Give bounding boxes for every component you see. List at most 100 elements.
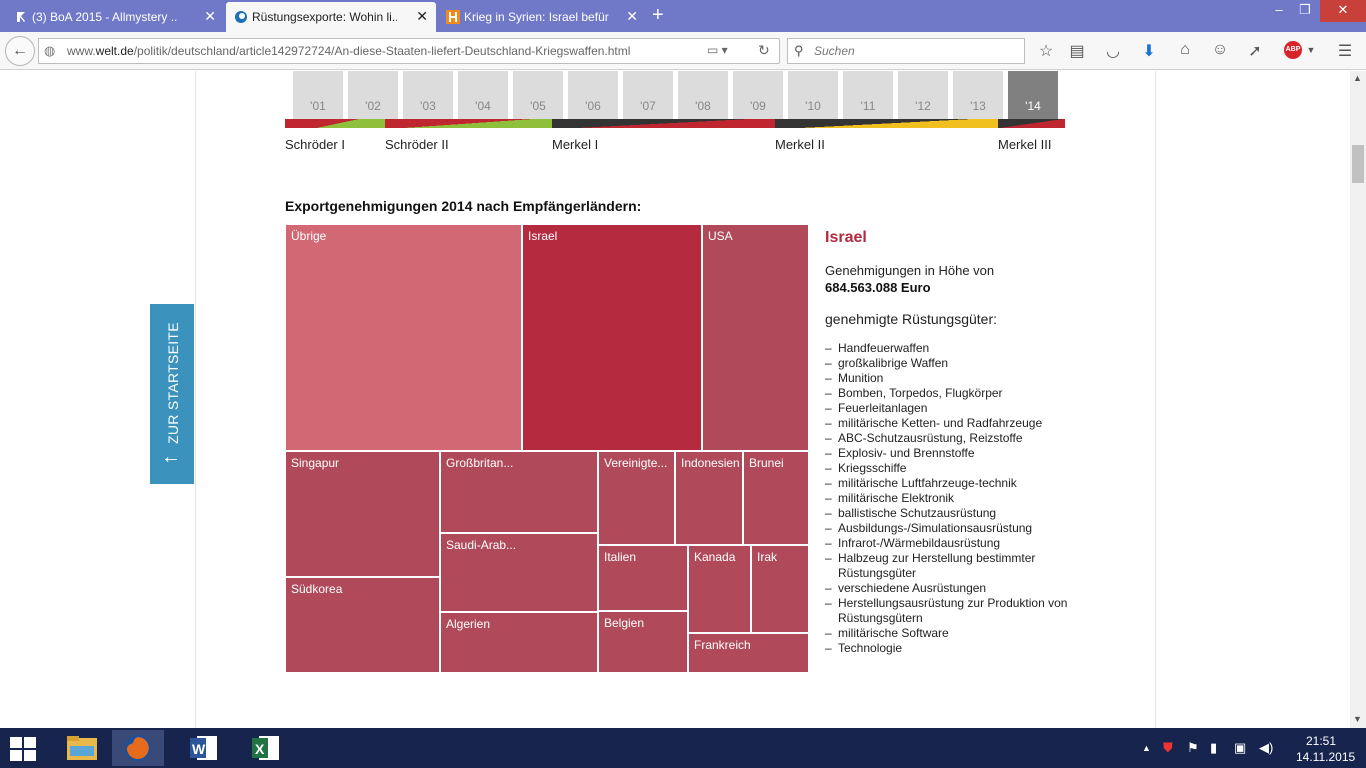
treemap-cell[interactable]: Vereinigte... bbox=[598, 451, 675, 545]
chevron-down-icon[interactable]: ▼ bbox=[1306, 45, 1316, 55]
tab-welt[interactable]: Rüstungsexporte: Wohin li... ✕ bbox=[226, 2, 436, 32]
year-button[interactable]: '11 bbox=[843, 71, 893, 119]
year-button[interactable]: '09 bbox=[733, 71, 783, 119]
scroll-down-icon[interactable]: ▼ bbox=[1353, 714, 1362, 724]
treemap-cell[interactable]: Frankreich bbox=[688, 633, 809, 673]
treemap-cell[interactable]: Brunei bbox=[743, 451, 809, 545]
share-icon[interactable]: ➚ bbox=[1248, 43, 1262, 60]
year-button[interactable]: '03 bbox=[403, 71, 453, 119]
battery-icon[interactable]: ▮ bbox=[1210, 740, 1218, 755]
year-button[interactable]: '07 bbox=[623, 71, 673, 119]
antivirus-icon[interactable]: ⛊ bbox=[1163, 740, 1173, 755]
search-bar[interactable]: ⚲ Suchen bbox=[787, 38, 1025, 64]
government-band-merkel-1 bbox=[552, 119, 775, 128]
list-item: militärische Software bbox=[825, 626, 1070, 641]
list-item: Bomben, Torpedos, Flugkörper bbox=[825, 386, 1070, 401]
pocket-icon[interactable]: ◡ bbox=[1106, 43, 1120, 60]
home-icon[interactable]: ⌂ bbox=[1180, 41, 1190, 58]
year-button[interactable]: '12 bbox=[898, 71, 948, 119]
word-logo-icon: W bbox=[190, 736, 217, 760]
year-button[interactable]: '10 bbox=[788, 71, 838, 119]
scroll-up-icon[interactable]: ▲ bbox=[1353, 73, 1362, 83]
treemap-cell[interactable]: Südkorea bbox=[285, 577, 440, 673]
url-text[interactable]: www.welt.de/politik/deutschland/article1… bbox=[67, 44, 631, 58]
word-icon[interactable]: W bbox=[178, 730, 230, 766]
tab-title: Rüstungsexporte: Wohin li... bbox=[252, 10, 397, 24]
treemap-cell[interactable]: Belgien bbox=[598, 611, 688, 673]
treemap-cell[interactable]: Übrige bbox=[285, 224, 522, 451]
treemap-cell[interactable]: Israel bbox=[522, 224, 702, 451]
scrollbar-thumb[interactable] bbox=[1352, 145, 1364, 183]
treemap-cell-label: Südkorea bbox=[291, 582, 343, 596]
clock-date[interactable]: 14.11.2015 bbox=[1296, 750, 1356, 764]
year-button[interactable]: '01 bbox=[293, 71, 343, 119]
new-tab-button[interactable]: + bbox=[652, 4, 664, 26]
search-input[interactable]: Suchen bbox=[814, 44, 855, 58]
list-item: Ausbildungs-/Simulationsausrüstung bbox=[825, 521, 1070, 536]
treemap-cell[interactable]: Indonesien bbox=[675, 451, 743, 545]
treemap-cell-label: Vereinigte... bbox=[604, 456, 668, 470]
treemap-cell[interactable]: Singapur bbox=[285, 451, 440, 577]
adblock-icon[interactable]: ABP bbox=[1284, 41, 1302, 59]
government-label: Schröder II bbox=[385, 137, 449, 152]
excel-icon[interactable]: X bbox=[240, 730, 292, 766]
treemap-cell[interactable]: USA bbox=[702, 224, 809, 451]
year-button[interactable]: '14 bbox=[1008, 71, 1058, 119]
windows-start-icon[interactable] bbox=[10, 737, 36, 761]
h-icon bbox=[446, 10, 460, 24]
goods-list: Handfeuerwaffengroßkalibrige WaffenMunit… bbox=[825, 341, 1070, 656]
hello-chat-icon[interactable]: ☺ bbox=[1211, 41, 1229, 58]
scrollbar[interactable]: ▲ ▼ bbox=[1350, 71, 1366, 728]
treemap-cell-label: Saudi-Arab... bbox=[446, 538, 517, 552]
window-close-button[interactable]: ✕ bbox=[1320, 0, 1366, 22]
bookmark-star-icon[interactable]: ☆ bbox=[1038, 43, 1054, 60]
maximize-button[interactable]: ❐ bbox=[1299, 2, 1311, 17]
firefox-icon[interactable] bbox=[112, 730, 164, 766]
minimize-button[interactable]: – bbox=[1275, 2, 1283, 17]
government-band-merkel-3 bbox=[998, 119, 1065, 128]
chart-heading: Exportgenehmigungen 2014 nach Empfängerl… bbox=[285, 198, 642, 214]
tray-chevron-up-icon[interactable]: ▲ bbox=[1142, 743, 1151, 753]
close-icon[interactable]: ✕ bbox=[416, 8, 428, 24]
tab-allmystery[interactable]: (3) BoA 2015 - Allmystery ... ✕ bbox=[6, 2, 224, 32]
taskbar: W X ▲ ⛊ ⚑ ▮ ▣ ◀) 21:51 14.11.2015 bbox=[0, 728, 1366, 768]
year-button[interactable]: '13 bbox=[953, 71, 1003, 119]
treemap-cell[interactable]: Kanada bbox=[688, 545, 751, 633]
year-button[interactable]: '06 bbox=[568, 71, 618, 119]
back-button[interactable]: ← bbox=[5, 36, 35, 66]
back-to-home-tab[interactable]: ZUR STARTSEITE ← bbox=[150, 304, 194, 484]
allmystery-icon bbox=[17, 12, 25, 22]
close-icon[interactable]: ✕ bbox=[626, 8, 638, 24]
clock-time[interactable]: 21:51 bbox=[1306, 734, 1337, 748]
bookmarks-list-icon[interactable]: ▤ bbox=[1069, 43, 1085, 60]
treemap-cell-label: Kanada bbox=[694, 550, 736, 564]
excel-logo-icon: X bbox=[252, 736, 279, 760]
network-icon[interactable]: ▣ bbox=[1234, 740, 1247, 755]
government-label: Merkel III bbox=[998, 137, 1052, 152]
treemap-cell[interactable]: Saudi-Arab... bbox=[440, 533, 598, 612]
detail-country: Israel bbox=[825, 229, 867, 246]
year-button[interactable]: '05 bbox=[513, 71, 563, 119]
page-viewport: ZUR STARTSEITE ← '01'02'03'04'05'06'07'0… bbox=[0, 71, 1350, 728]
treemap-cell-label: Irak bbox=[757, 550, 778, 564]
file-explorer-icon[interactable] bbox=[56, 730, 108, 766]
close-icon[interactable]: ✕ bbox=[204, 8, 216, 24]
flag-icon[interactable]: ⚑ bbox=[1187, 740, 1199, 755]
treemap-cell[interactable]: Algerien bbox=[440, 612, 598, 673]
tab-title: (3) BoA 2015 - Allmystery ... bbox=[32, 10, 177, 24]
treemap-cell[interactable]: Großbritan... bbox=[440, 451, 598, 533]
reload-icon[interactable]: ↻ bbox=[758, 42, 770, 58]
hamburger-menu-icon[interactable]: ☰ bbox=[1337, 43, 1353, 60]
treemap-cell-label: Italien bbox=[604, 550, 637, 564]
year-button[interactable]: '08 bbox=[678, 71, 728, 119]
volume-icon[interactable]: ◀) bbox=[1259, 740, 1274, 755]
treemap-cell[interactable]: Italien bbox=[598, 545, 688, 611]
url-bar[interactable]: ◍ www.welt.de/politik/deutschland/articl… bbox=[38, 38, 780, 64]
tab-krieg-syrien[interactable]: Krieg in Syrien: Israel befür... ✕ bbox=[438, 2, 646, 32]
year-button[interactable]: '02 bbox=[348, 71, 398, 119]
reader-view-icon[interactable]: ▭ ▾ bbox=[707, 43, 728, 57]
year-button[interactable]: '04 bbox=[458, 71, 508, 119]
list-item: Infrarot-/Wärmebildausrüstung bbox=[825, 536, 1070, 551]
download-icon[interactable]: ⬇ bbox=[1142, 43, 1156, 60]
treemap-cell[interactable]: Irak bbox=[751, 545, 809, 633]
